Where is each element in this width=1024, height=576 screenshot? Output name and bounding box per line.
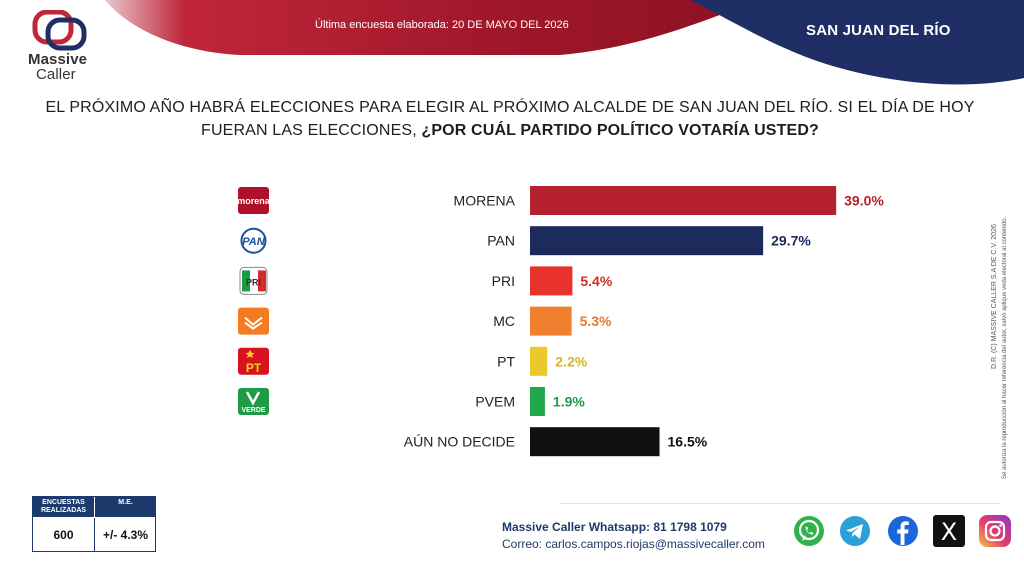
bar-pan — [530, 226, 764, 256]
header-red-band — [105, 0, 760, 55]
svg-text:PRI: PRI — [246, 277, 261, 287]
reproduction-notice: Se autoriza la reproducción al hacer ref… — [1002, 217, 1008, 479]
svg-text:PAN: PAN — [242, 236, 265, 248]
pt-logo: PT — [238, 347, 269, 375]
svg-text:VERDE: VERDE — [241, 407, 265, 414]
value-label: 2.2% — [555, 353, 587, 369]
question-emphasis: ¿POR CUÁL PARTIDO POLÍTICO VOTARÍA USTED… — [421, 122, 819, 139]
margin-error-header: M.E. — [95, 497, 156, 517]
logo-wordmark: Massive Caller — [28, 52, 87, 82]
pan-logo: PAN — [238, 227, 269, 255]
morena-logo: morena — [237, 187, 271, 214]
bar-pri — [530, 266, 573, 296]
bar-a-n-no-decide — [530, 427, 660, 457]
city-title: SAN JUAN DEL RÍO — [806, 22, 951, 39]
value-label: 5.4% — [580, 273, 612, 289]
margin-error-value: +/- 4.3% — [102, 528, 149, 542]
category-label: MORENA — [454, 193, 516, 209]
pri-logo: PRI — [239, 266, 268, 295]
category-label: AÚN NO DECIDE — [404, 434, 515, 450]
facebook-icon[interactable] — [886, 514, 920, 548]
copyright-note: D.R. (C) MASSIVE CALLER S.A DE C.V. 2026… — [991, 217, 1008, 479]
value-label: 16.5% — [668, 434, 708, 450]
x-glyph: X — [941, 518, 957, 546]
header-background — [105, 0, 1024, 85]
stats-table: ENCUESTAS REALIZADAS M.E. 600 +/- 4.3% — [32, 496, 156, 552]
instagram-icon[interactable] — [978, 514, 1012, 548]
logo-line1: Massive — [28, 51, 88, 68]
category-label: PAN — [487, 233, 515, 249]
value-label: 5.3% — [580, 313, 612, 329]
logo-line2: Caller — [36, 66, 76, 83]
bar-mc — [530, 306, 572, 336]
massive-caller-logo — [32, 10, 87, 51]
whatsapp-icon[interactable] — [792, 514, 826, 548]
value-label: 29.7% — [771, 233, 811, 249]
pvem-logo: VERDE — [238, 388, 269, 415]
category-label: MC — [493, 313, 515, 329]
mc-logo — [238, 307, 269, 335]
contact-info: Massive Caller Whatsapp: 81 1798 1079 Co… — [502, 519, 765, 553]
survey-date: Última encuesta elaborada: 20 DE MAYO DE… — [315, 19, 569, 31]
header-blue-band — [690, 0, 1024, 85]
value-label: 39.0% — [844, 193, 884, 209]
svg-text:PT: PT — [246, 361, 262, 375]
telegram-icon[interactable] — [838, 514, 872, 548]
x-icon[interactable]: X — [932, 514, 966, 548]
surveys-value: 600 — [33, 518, 95, 552]
value-label: 1.9% — [553, 394, 585, 410]
bar-pvem — [530, 387, 545, 416]
copyright-line: D.R. (C) MASSIVE CALLER S.A DE C.V. 2026 — [991, 224, 998, 369]
whatsapp-contact: Massive Caller Whatsapp: 81 1798 1079 — [502, 520, 727, 534]
category-label: PRI — [492, 273, 515, 289]
email-contact: Correo: carlos.campos.riojas@massivecall… — [502, 537, 765, 551]
bar-pt — [530, 346, 548, 376]
category-label: PT — [497, 353, 515, 369]
footer-divider — [560, 503, 1000, 504]
svg-text:morena: morena — [237, 196, 271, 206]
bar-morena — [530, 186, 837, 215]
category-label: PVEM — [475, 394, 515, 410]
surveys-header: ENCUESTAS REALIZADAS — [33, 497, 95, 517]
question-text: EL PRÓXIMO AÑO HABRÁ ELECCIONES PARA ELE… — [45, 99, 975, 139]
survey-question: EL PRÓXIMO AÑO HABRÁ ELECCIONES PARA ELE… — [40, 96, 980, 142]
